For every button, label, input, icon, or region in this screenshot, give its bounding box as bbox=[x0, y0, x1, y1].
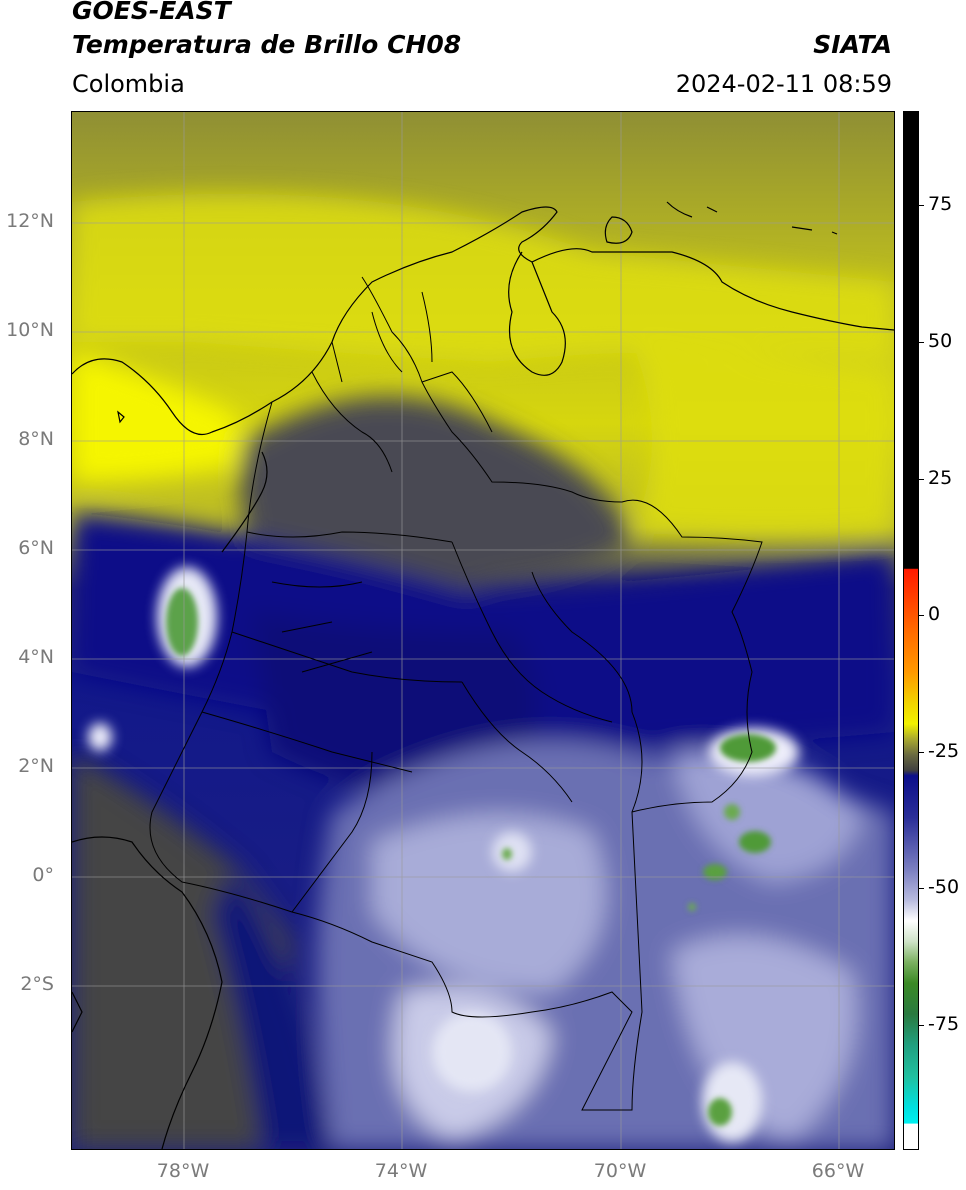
colorbar-tick-50 bbox=[918, 342, 924, 343]
graticule bbox=[72, 112, 894, 1149]
lon-label-70w: 70°W bbox=[593, 1160, 647, 1182]
colorbar-label-minus25: -25 bbox=[928, 740, 960, 762]
organization-label: SIATA bbox=[813, 30, 892, 59]
lon-label-66w: 66°W bbox=[811, 1160, 865, 1182]
colorbar-tick-minus75 bbox=[918, 1025, 924, 1026]
lat-label-0: 0° bbox=[32, 864, 54, 886]
colorbar-tick-75 bbox=[918, 205, 924, 206]
colorbar-tick-25 bbox=[918, 479, 924, 480]
satellite-map[interactable] bbox=[71, 111, 895, 1150]
colorbar-label-0: 0 bbox=[928, 603, 941, 625]
satellite-imagery bbox=[72, 112, 894, 1149]
colorbar-label-75: 75 bbox=[928, 193, 953, 215]
title-line-2: Temperatura de Brillo CH08 bbox=[72, 30, 462, 59]
colorbar-tick-minus50 bbox=[918, 888, 924, 889]
lat-label-6n: 6°N bbox=[18, 537, 54, 559]
lat-label-12n: 12°N bbox=[6, 210, 54, 232]
coastlines bbox=[72, 201, 894, 1149]
lon-label-74w: 74°W bbox=[374, 1160, 428, 1182]
title-line-1: GOES-EAST bbox=[72, 0, 231, 25]
region-label: Colombia bbox=[72, 70, 185, 98]
colorbar-label-minus75: -75 bbox=[928, 1013, 960, 1035]
colorbar-label-50: 50 bbox=[928, 330, 953, 352]
lon-label-78w: 78°W bbox=[156, 1160, 210, 1182]
lat-label-2n: 2°N bbox=[18, 755, 54, 777]
lat-label-4n: 4°N bbox=[18, 646, 54, 668]
lat-label-10n: 10°N bbox=[6, 319, 54, 341]
lat-label-8n: 8°N bbox=[18, 428, 54, 450]
lat-label-2s: 2°S bbox=[20, 973, 54, 995]
colorbar-label-minus50: -50 bbox=[928, 876, 960, 898]
admin-boundaries bbox=[149, 276, 763, 1111]
colorbar bbox=[903, 111, 919, 1150]
datetime-label: 2024-02-11 08:59 bbox=[675, 70, 892, 98]
colorbar-tick-minus25 bbox=[918, 752, 924, 753]
colorbar-label-25: 25 bbox=[928, 467, 953, 489]
colorbar-gradient bbox=[904, 112, 918, 1149]
colorbar-tick-0 bbox=[918, 615, 924, 616]
